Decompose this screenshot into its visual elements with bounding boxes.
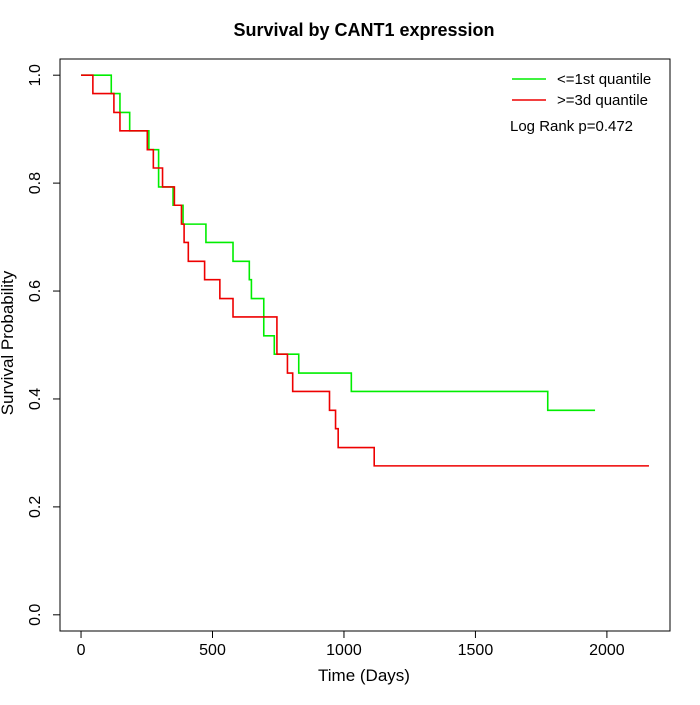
series-line-1 [81,74,596,412]
x-tick-label: 500 [199,642,226,659]
x-tick-label: 1000 [326,642,362,659]
series-line-2 [81,74,649,467]
x-axis-label: Time (Days) [318,666,410,685]
legend-label-2: >=3d quantile [557,92,648,109]
legend: <=1st quantile >=3d quantile [512,71,651,109]
legend-label-1: <=1st quantile [557,71,651,88]
chart-title: Survival by CANT1 expression [233,20,494,40]
y-axis: 0.0 0.2 0.4 0.6 0.8 1.0 [27,64,61,626]
x-axis: 0 500 1000 1500 2000 [77,630,625,659]
y-tick-label: 0.0 [27,604,44,626]
x-tick-label: 2000 [589,642,625,659]
y-tick-label: 0.4 [27,388,44,410]
y-axis-label: Survival Probability [0,270,17,415]
y-tick-label: 1.0 [27,64,44,86]
y-tick-label: 0.2 [27,496,44,518]
x-tick-label: 1500 [458,642,494,659]
logrank-annotation: Log Rank p=0.472 [510,118,633,135]
y-tick-label: 0.8 [27,172,44,194]
series-layer [81,74,649,467]
y-tick-label: 0.6 [27,280,44,302]
x-tick-label: 0 [77,642,86,659]
